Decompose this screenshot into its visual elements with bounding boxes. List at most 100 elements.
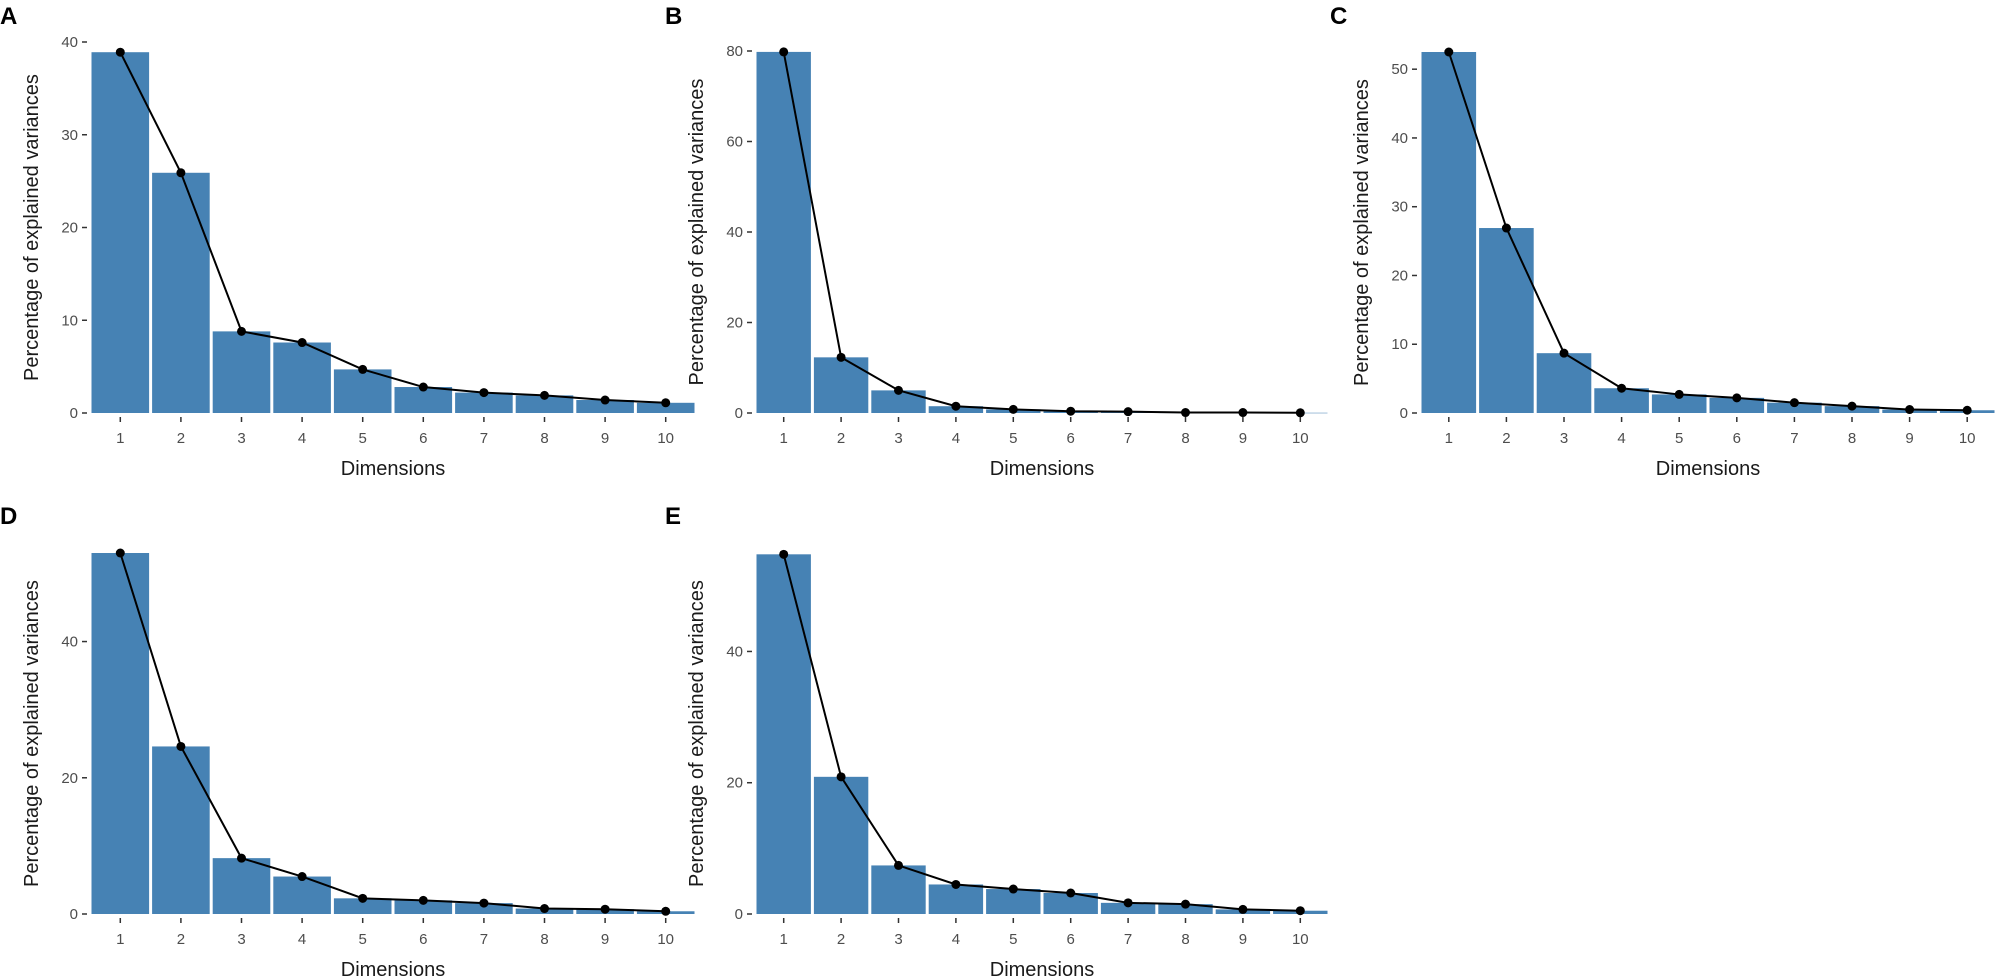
- panel-e-xlabel: Dimensions: [990, 959, 1094, 980]
- panel-e-ytick-label: 20: [726, 775, 743, 792]
- panel-d-ylabel: Percentage of explained variances: [21, 580, 43, 887]
- panel-b-xlabel: Dimensions: [990, 458, 1094, 480]
- panel-c-xtick-label: 1: [1445, 430, 1453, 447]
- panel-b-xtick-label: 1: [780, 430, 788, 447]
- panel-a-ylabel: Percentage of explained variances: [21, 74, 43, 381]
- panel-b-ytick-label: 0: [735, 405, 743, 422]
- panel-d-series-line: [119, 552, 666, 913]
- panel-d-xtick-label: 10: [657, 931, 674, 948]
- panel-a-point: [661, 398, 671, 408]
- panel-c-point: [1962, 405, 1972, 415]
- panel-c-xlabel: Dimensions: [1656, 458, 1760, 480]
- panel-e-point: [1238, 904, 1248, 914]
- panel-b-point: [1295, 408, 1305, 418]
- panel-a-ytick-label: 20: [61, 220, 78, 237]
- panel-c-ytick-label: 0: [1400, 405, 1408, 422]
- panel-e-bar: [928, 884, 984, 914]
- panel-e: E Percentage of explained variances Dimens…: [665, 503, 1328, 980]
- panel-e-xtick-label: 1: [780, 931, 788, 948]
- panel-d: D Percentage of explained variances Dimens…: [0, 503, 695, 980]
- panel-c-xtick-label: 5: [1675, 430, 1683, 447]
- panel-d-xtick-label: 4: [298, 931, 306, 948]
- panel-a-xtick-label: 6: [419, 430, 427, 447]
- panel-a-letter: A: [0, 3, 17, 30]
- panel-b-bar: [871, 390, 926, 413]
- panel-a-point: [600, 395, 610, 405]
- panel-c-ytick-label: 30: [1391, 199, 1408, 216]
- panel-d-xtick-label: 2: [177, 931, 185, 948]
- panel-e-point: [1008, 884, 1018, 894]
- panel-c-ylabel: Percentage of explained variances: [1351, 79, 1373, 386]
- panel-b-xtick-label: 7: [1124, 430, 1132, 447]
- panel-a-ytick-label: 10: [61, 312, 78, 329]
- panel-b-point: [836, 352, 846, 362]
- panel-a-bar: [91, 52, 150, 413]
- panel-b-xtick-label: 10: [1292, 430, 1309, 447]
- panel-a-point: [358, 364, 368, 374]
- panel-e-point: [779, 549, 789, 559]
- panel-a: A Percentage of explained variances Dimens…: [0, 3, 695, 480]
- panel-c-point: [1847, 401, 1857, 411]
- panel-a-xtick-label: 3: [237, 430, 245, 447]
- panel-c-xtick-label: 7: [1790, 430, 1798, 447]
- panel-b-point: [951, 401, 961, 411]
- panel-b-xtick-label: 3: [894, 430, 902, 447]
- panel-c-ytick-label: 20: [1391, 267, 1408, 284]
- panel-a-point: [297, 338, 307, 348]
- panel-b-series-line: [782, 51, 1301, 414]
- panel-a-point: [115, 47, 125, 57]
- panel-d-letter: D: [0, 503, 17, 530]
- panel-b-point: [1181, 408, 1190, 418]
- panel-b-xtick-label: 8: [1181, 430, 1189, 447]
- panel-c-point: [1674, 389, 1684, 399]
- panel-d-point: [358, 893, 368, 903]
- panel-c-xtick-label: 6: [1733, 430, 1741, 447]
- panel-e-ylabel: Percentage of explained variances: [686, 580, 708, 887]
- panel-a-point: [540, 390, 549, 400]
- panel-c-xtick-label: 10: [1959, 430, 1976, 447]
- panel-d-ytick-label: 20: [61, 770, 78, 787]
- panel-d-point: [661, 906, 671, 916]
- panel-d-bar: [394, 900, 453, 914]
- panel-a-bar: [273, 342, 331, 413]
- panel-e-letter: E: [665, 503, 681, 530]
- panel-a-ytick-label: 0: [70, 405, 78, 422]
- panel-e-xtick-label: 6: [1067, 931, 1075, 948]
- panel-e-xtick-label: 4: [952, 931, 960, 948]
- panel-a-point: [237, 326, 246, 336]
- panel-c-point: [1559, 348, 1569, 358]
- panel-b-point: [1123, 407, 1133, 417]
- panel-a-bar: [515, 395, 574, 413]
- panel-b-point: [1008, 404, 1018, 414]
- panel-b-point: [894, 385, 903, 395]
- panel-d-point: [600, 904, 610, 914]
- panel-c-point: [1789, 398, 1799, 408]
- panel-d-xtick-label: 8: [540, 931, 548, 948]
- panel-c-bar: [1651, 394, 1707, 413]
- panel-c-point: [1732, 393, 1742, 403]
- panel-c-bar: [1421, 52, 1477, 413]
- panel-c-bar: [1709, 397, 1765, 413]
- panel-a-xtick-label: 7: [480, 430, 488, 447]
- panel-b-point: [1238, 408, 1248, 418]
- panel-a-bar: [152, 172, 210, 413]
- panel-d-point: [479, 898, 489, 908]
- panel-b-xtick-label: 5: [1009, 430, 1017, 447]
- panel-d-point: [237, 853, 246, 863]
- panel-d-bar: [333, 898, 392, 914]
- panel-e-xtick-label: 8: [1181, 931, 1189, 948]
- panel-a-bar: [455, 392, 513, 413]
- panel-b-ytick-label: 60: [726, 134, 743, 151]
- panel-d-xtick-label: 5: [359, 931, 367, 948]
- panel-e-ytick-label: 40: [726, 643, 743, 660]
- panel-b-ytick-label: 20: [726, 315, 743, 332]
- panel-d-point: [540, 904, 549, 914]
- panel-a-bar: [636, 402, 695, 413]
- panel-a-xtick-label: 5: [359, 430, 367, 447]
- panel-c-xtick-label: 2: [1502, 430, 1510, 447]
- panel-b-bar: [813, 357, 869, 413]
- panel-b-xtick-label: 6: [1067, 430, 1075, 447]
- panel-b-point: [1066, 406, 1076, 416]
- panel-b-xtick-label: 2: [837, 430, 845, 447]
